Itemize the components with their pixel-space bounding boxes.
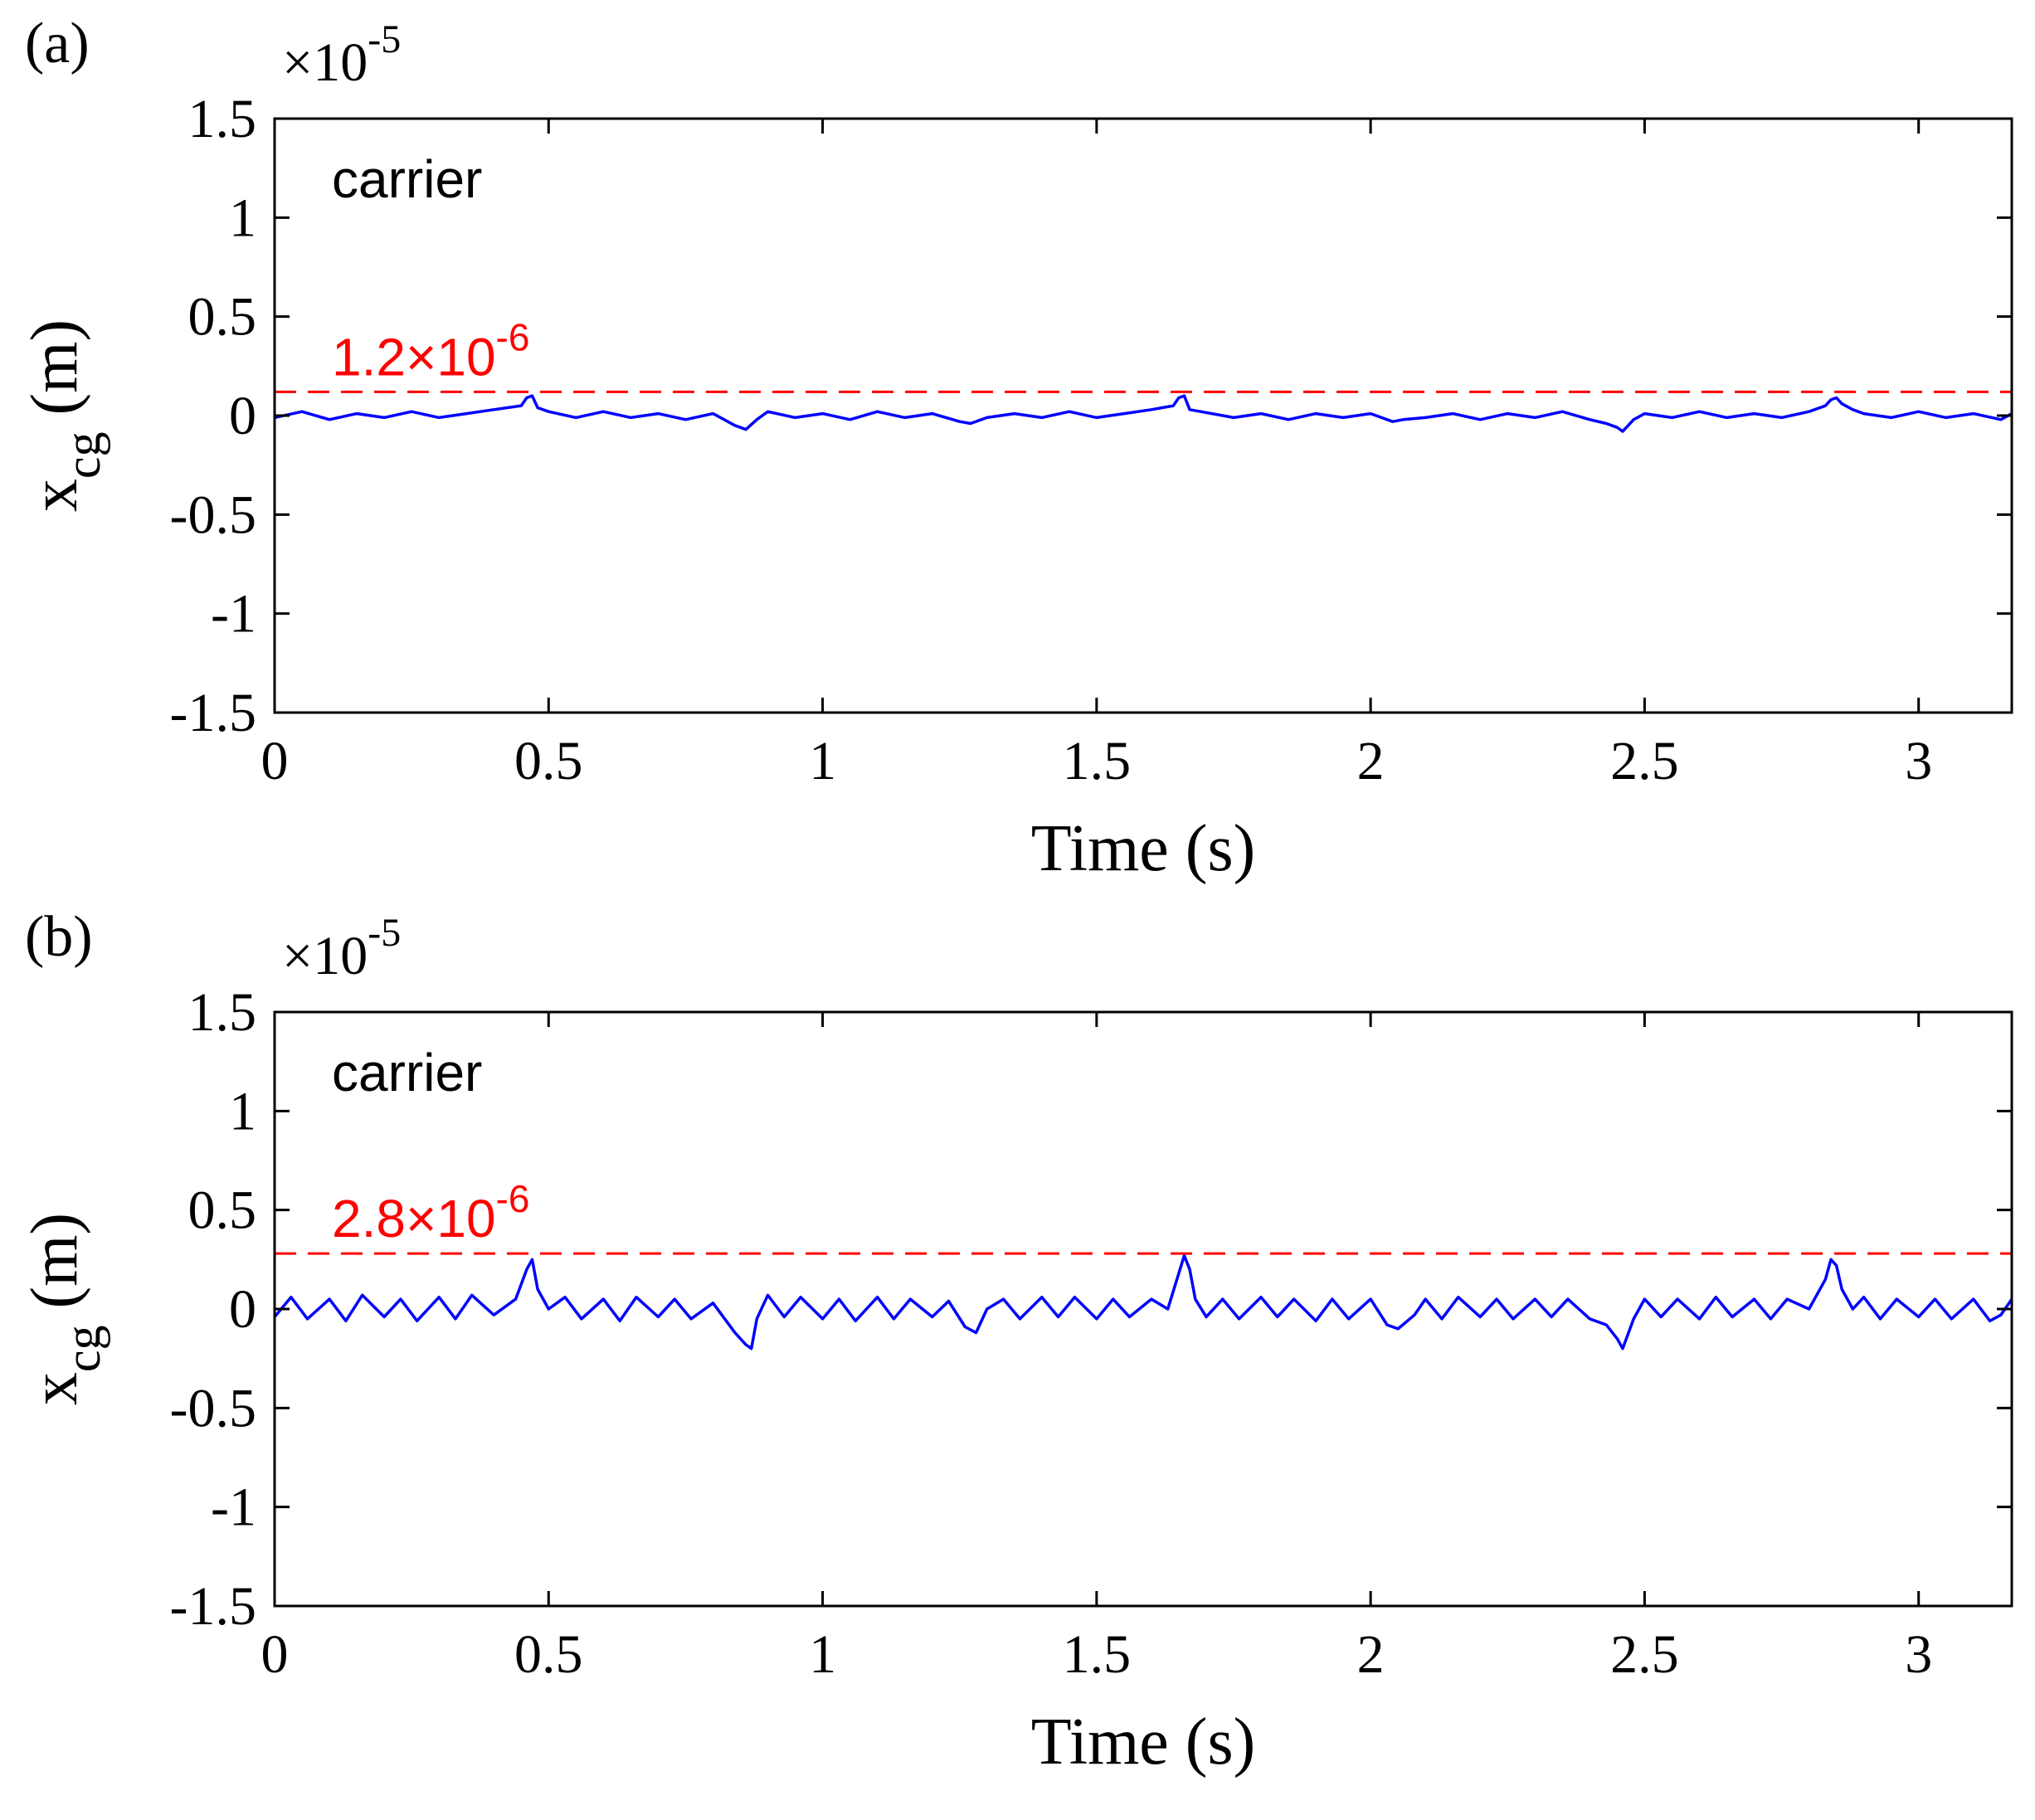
axis-exponent-base: ×10	[282, 32, 368, 93]
threshold-label-power: -6	[496, 1177, 530, 1220]
threshold-label: 1.2×10-6	[332, 315, 529, 387]
panel-a: (a) ×10-5 1.2×10-6 carrier 0 0.5 1 1.5 2 2.5 3 1.5 1…	[18, 12, 2013, 885]
y-tick-label: 0.5	[188, 1180, 257, 1241]
y-axis-label-sub: cg	[56, 431, 110, 479]
x-tick-label: 1.5	[1063, 731, 1132, 791]
y-tick-label: -1	[211, 584, 256, 645]
annotation-label: carrier	[332, 149, 482, 209]
y-axis-label-unit: (m)	[18, 1213, 91, 1326]
x-tick-label: 2	[1357, 1624, 1385, 1685]
y-tick-label: 1.5	[188, 89, 257, 149]
y-tick-label: -1.5	[170, 1576, 256, 1637]
y-tick-label: 1	[229, 1081, 256, 1141]
threshold-label-mantissa: 1.2×10	[332, 327, 496, 387]
x-tick-label: 1	[809, 1624, 836, 1685]
axis-exponent-power: -5	[368, 17, 401, 61]
y-tick-label: 0	[229, 386, 256, 446]
x-tick-label: 3	[1905, 731, 1932, 791]
series-line-x_cg	[274, 394, 2013, 433]
panel-label: (b)	[25, 905, 93, 969]
y-tick-label: -0.5	[170, 484, 256, 545]
y-axis-label: xcg (m)	[18, 1213, 110, 1405]
threshold-label-mantissa: 2.8×10	[332, 1189, 496, 1248]
x-tick-label: 2.5	[1610, 1624, 1679, 1685]
x-tick-label: 2.5	[1610, 731, 1679, 791]
y-tick-label: -1	[211, 1477, 256, 1538]
y-tick-label: 1.5	[188, 982, 257, 1043]
y-tick-label: -1.5	[170, 683, 256, 743]
x-tick-label: 2	[1357, 731, 1385, 791]
annotation-label: carrier	[332, 1043, 482, 1102]
x-axis-label: Time (s)	[1031, 1706, 1255, 1779]
x-axis-label: Time (s)	[1031, 812, 1255, 885]
axis-exponent-base: ×10	[282, 926, 368, 986]
x-tick-label: 0	[261, 731, 289, 791]
threshold-label-power: -6	[496, 315, 530, 358]
threshold-label: 2.8×10-6	[332, 1177, 529, 1248]
y-tick-label: 1	[229, 187, 256, 248]
y-axis-label-main: x	[18, 1372, 91, 1405]
y-tick-label: 0.5	[188, 287, 257, 348]
panel-b: (b) ×10-5 2.8×10-6 carrier 0 0.5 1 1.5 2 2.5 3 1.5 1…	[18, 905, 2013, 1779]
axis-exponent-label: ×10-5	[282, 17, 401, 93]
y-axis-label-sub: cg	[56, 1325, 110, 1372]
y-tick-label: 0	[229, 1279, 256, 1340]
x-tick-label: 0.5	[514, 731, 583, 791]
panel-label: (a)	[25, 12, 90, 75]
x-tick-label: 3	[1905, 1624, 1932, 1685]
axis-exponent-power: -5	[368, 911, 401, 955]
x-tick-label: 0.5	[514, 1624, 583, 1685]
y-axis-label-unit: (m)	[18, 319, 91, 432]
x-tick-label: 0	[261, 1624, 289, 1685]
x-tick-label: 1	[809, 731, 836, 791]
x-tick-label: 1.5	[1063, 1624, 1132, 1685]
axis-exponent-label: ×10-5	[282, 911, 401, 986]
series-line-x_cg	[273, 1253, 2013, 1350]
y-axis-label-main: x	[18, 479, 91, 512]
y-tick-label: -0.5	[170, 1378, 256, 1438]
y-axis-label: xcg (m)	[18, 319, 110, 512]
